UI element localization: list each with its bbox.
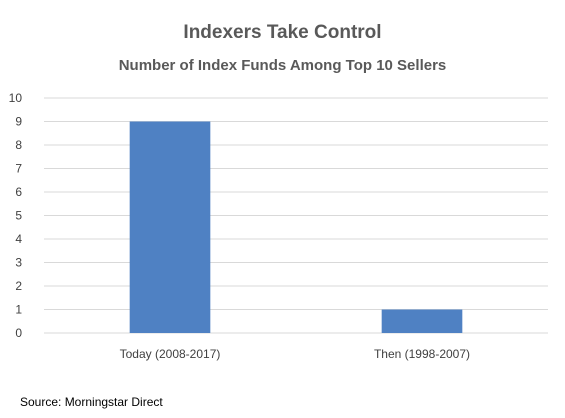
source-note: Source: Morningstar Direct — [20, 395, 163, 409]
bars — [129, 121, 463, 333]
y-tick-label: 0 — [15, 326, 22, 340]
y-tick-label: 5 — [15, 209, 22, 223]
y-tick-label: 3 — [15, 256, 22, 270]
bar-0 — [129, 121, 211, 333]
chart-title: Indexers Take Control — [183, 22, 381, 43]
y-tick-label: 4 — [15, 232, 22, 246]
y-tick-label: 2 — [15, 279, 22, 293]
y-tick-label: 6 — [15, 185, 22, 199]
y-tick-label: 8 — [15, 138, 22, 152]
y-tick-label: 10 — [9, 91, 23, 105]
x-category-label: Today (2008-2017) — [120, 347, 221, 361]
x-category-label: Then (1998-2007) — [374, 347, 470, 361]
y-tick-label: 7 — [15, 162, 22, 176]
x-axis: Today (2008-2017) Then (1998-2007) — [120, 347, 470, 361]
y-tick-label: 9 — [15, 115, 22, 129]
gridlines — [44, 97, 548, 334]
y-axis: 0 1 2 3 4 5 6 7 8 9 10 — [9, 91, 23, 340]
y-tick-label: 1 — [15, 303, 22, 317]
chart-subtitle: Number of Index Funds Among Top 10 Selle… — [119, 57, 447, 74]
bar-1 — [381, 309, 463, 333]
